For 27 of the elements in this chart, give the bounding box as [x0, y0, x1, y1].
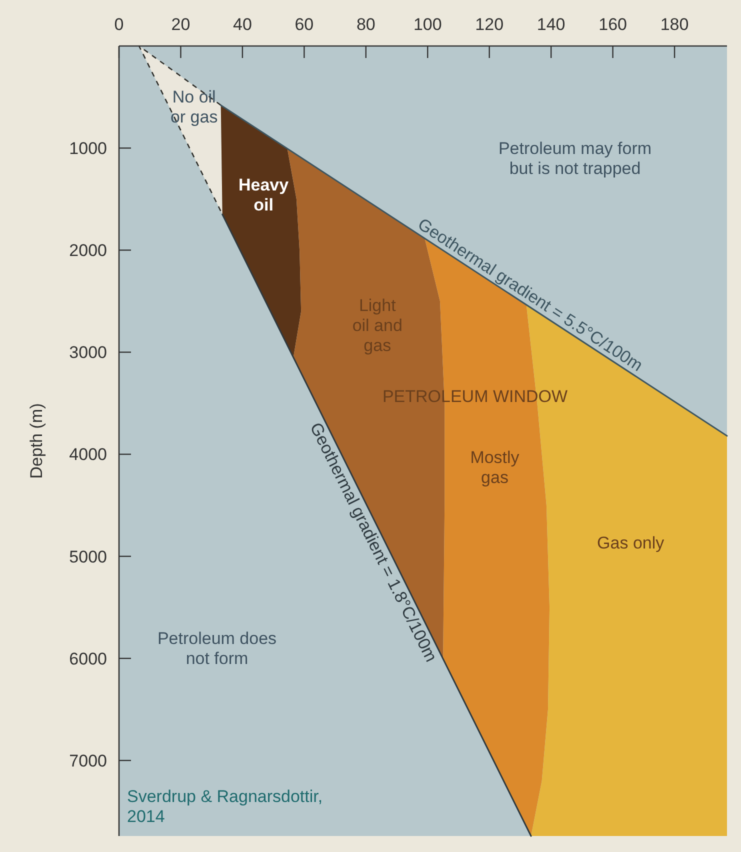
y-tick-label: 5000 — [69, 547, 107, 566]
y-tick-label: 1000 — [69, 139, 107, 158]
x-tick-label: 180 — [660, 15, 689, 34]
x-tick-label: 0 — [114, 15, 124, 34]
y-tick-label: 2000 — [69, 241, 107, 260]
y-tick-label: 7000 — [69, 751, 107, 770]
x-tick-label: 80 — [356, 15, 376, 34]
series-label: Gas only — [597, 534, 665, 553]
x-tick-label: 100 — [413, 15, 442, 34]
series-label: No oil or gas — [170, 88, 218, 127]
y-axis-title: Depth (m) — [27, 403, 46, 479]
y-tick-label: 6000 — [69, 649, 107, 668]
y-tick-label: 3000 — [69, 343, 107, 362]
x-tick-label: 60 — [294, 15, 314, 34]
annotation: PETROLEUM WINDOW — [382, 386, 568, 406]
annotation: Petroleum does not form — [157, 628, 277, 668]
annotation: Sverdrup & Ragnarsdottir, 2014 — [127, 786, 323, 826]
series-label: Light oil and gas — [352, 296, 402, 355]
x-tick-label: 120 — [475, 15, 504, 34]
x-tick-label: 20 — [171, 15, 190, 34]
series-label: Heavy oil — [238, 175, 290, 214]
series-label: Mostly gas — [470, 448, 520, 488]
x-tick-label: 140 — [536, 15, 566, 34]
x-tick-label: 40 — [232, 15, 252, 34]
y-tick-label: 4000 — [69, 445, 107, 464]
annotation: Petroleum may form but is not trapped — [498, 138, 652, 178]
x-tick-label: 160 — [598, 15, 627, 34]
